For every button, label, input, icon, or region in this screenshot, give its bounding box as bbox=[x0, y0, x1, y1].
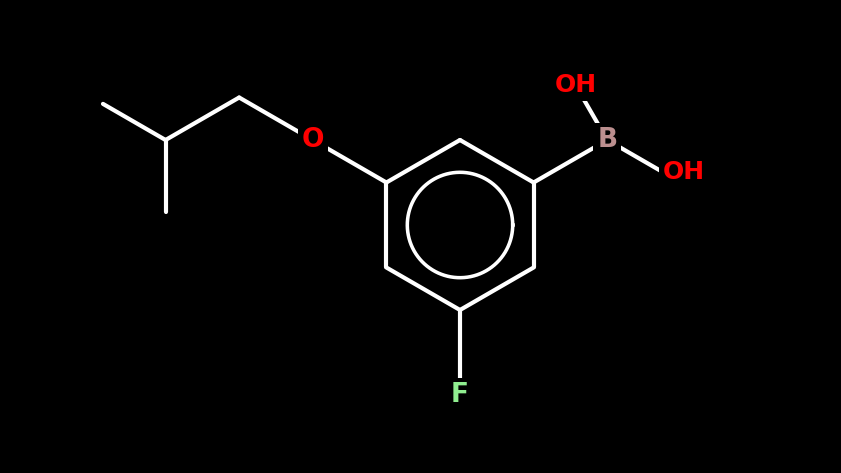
Text: F: F bbox=[451, 382, 469, 408]
Text: OH: OH bbox=[663, 160, 705, 184]
Text: OH: OH bbox=[554, 73, 596, 97]
Text: B: B bbox=[597, 127, 617, 153]
Text: O: O bbox=[302, 127, 324, 153]
